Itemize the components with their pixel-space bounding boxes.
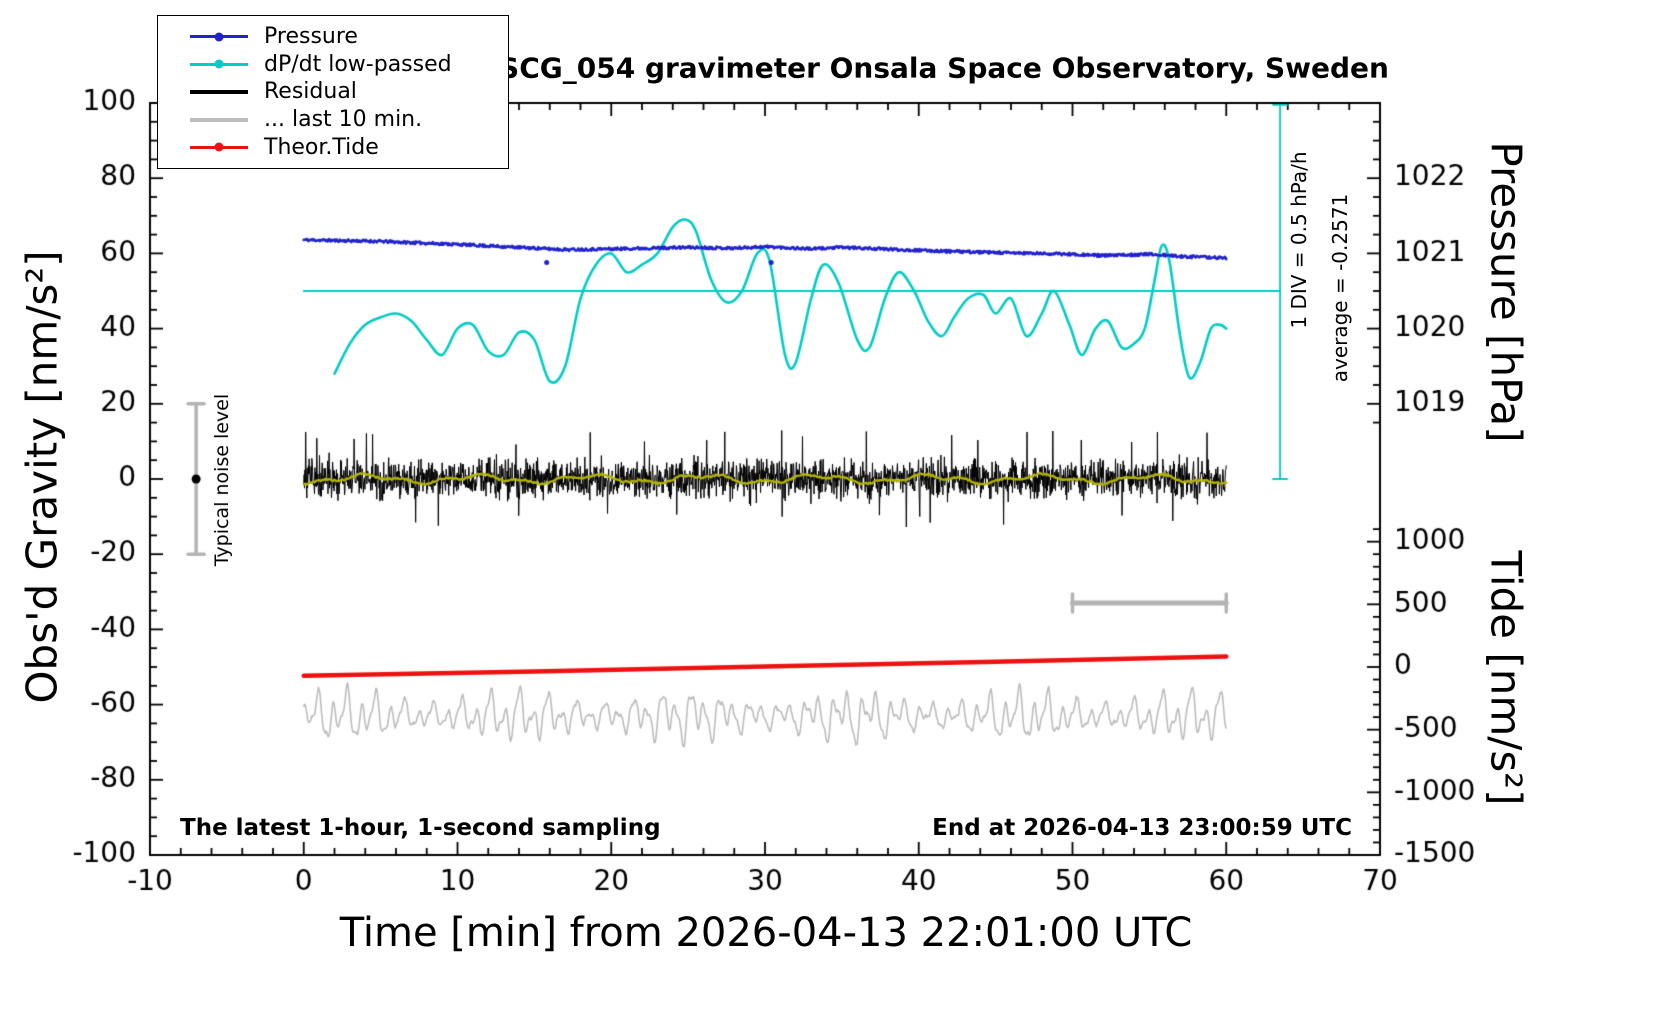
chart-title: SCG_054 gravimeter Onsala Space Observat… [499,51,1389,85]
legend-label: Pressure [264,24,358,50]
div-scale-annotation: 1 DIV = 0.5 hPa/h [1287,151,1311,329]
noise-level-annotation: Typical noise level [211,393,233,567]
legend-label: ... last 10 min. [264,107,423,133]
sampling-note: The latest 1-hour, 1-second sampling [180,815,661,841]
legend-label: Theor.Tide [264,134,379,160]
legend-label: dP/dt low-passed [264,51,452,77]
legend-swatch [190,86,248,98]
legend-item: Residual [190,79,508,105]
legend-item: Pressure [190,24,508,50]
tide-axis-label: Tide [nm/s²] [1481,550,1531,806]
legend-item: ... last 10 min. [190,107,508,133]
average-annotation: average = -0.2571 [1328,193,1352,383]
legend-swatch [190,141,248,153]
legend-item: Theor.Tide [190,134,508,160]
time-axis-label: Time [min] from 2026-04-13 22:01:00 UTC [339,910,1193,956]
legend: Pressure dP/dt low-passed Residual... last… [157,15,509,169]
legend-swatch [190,31,248,43]
end-time-note: End at 2026-04-13 23:00:59 UTC [932,815,1352,841]
pressure-axis-label: Pressure [hPa] [1481,141,1531,443]
legend-marker-dot [214,32,224,42]
legend-label: Residual [264,79,357,105]
legend-swatch [190,114,248,126]
legend-marker-dot [214,142,224,152]
legend-item: dP/dt low-passed [190,51,508,77]
legend-swatch [190,58,248,70]
gravity-axis-label: Obs'd Gravity [nm/s²] [17,250,67,704]
legend-marker-dot [214,59,224,69]
